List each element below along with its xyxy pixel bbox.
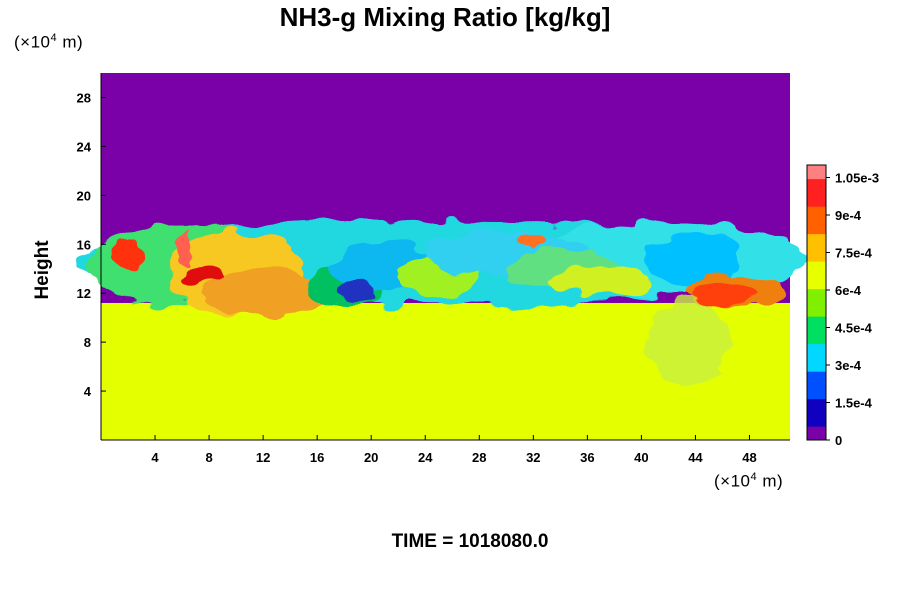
colorbar-band xyxy=(807,330,826,338)
colorbar-band xyxy=(807,213,826,221)
x-tick-label: 8 xyxy=(205,450,212,465)
colorbar-band xyxy=(807,247,826,255)
colorbar-band xyxy=(807,343,826,352)
x-tick-label: 44 xyxy=(688,450,703,465)
mixing-blob xyxy=(202,268,324,318)
colorbar-band xyxy=(807,288,826,297)
y-axis-unit: (×104 m) xyxy=(14,32,84,52)
mixing-blob xyxy=(179,232,193,267)
mixing-blob xyxy=(337,279,378,302)
chart-title: NH3-g Mixing Ratio [kg/kg] xyxy=(279,2,611,32)
colorbar-band xyxy=(807,316,826,324)
colorbar-band xyxy=(807,357,826,365)
x-tick-label: 12 xyxy=(256,450,270,465)
colorbar-band xyxy=(807,419,826,427)
y-tick-label: 28 xyxy=(77,90,91,105)
y-tick-label: 24 xyxy=(77,139,92,154)
colorbar-band xyxy=(807,226,826,235)
x-tick-label: 36 xyxy=(580,450,594,465)
colorbar-tick-label: 0 xyxy=(835,433,842,448)
y-tick-label: 12 xyxy=(77,286,91,301)
colorbar-band xyxy=(807,350,826,358)
colorbar-band xyxy=(807,371,826,379)
x-axis: 4 8 12 16 20 24 28 32 36 40 44 48 xyxy=(101,435,790,465)
colorbar-band xyxy=(807,268,826,276)
colorbar-tick-label: 7.5e-4 xyxy=(835,246,873,261)
colorbar-band xyxy=(807,254,826,262)
x-tick-label: 48 xyxy=(742,450,756,465)
colorbar-band xyxy=(807,178,826,187)
mixing-blob xyxy=(688,285,757,306)
y-tick-label: 4 xyxy=(84,384,92,399)
colorbar-band xyxy=(807,261,826,269)
colorbar-band xyxy=(807,364,826,372)
x-tick-label: 32 xyxy=(526,450,540,465)
x-tick-label: 20 xyxy=(364,450,378,465)
x-tick-label: 16 xyxy=(310,450,324,465)
colorbar-tick-label: 4.5e-4 xyxy=(835,321,873,336)
colorbar-band xyxy=(807,309,826,317)
colorbar: 0 1.5e-4 3e-4 4.5e-4 6e-4 7.5e-4 9e-4 1.05e-3 xyxy=(806,164,879,448)
mixing-blob xyxy=(519,234,547,250)
y-tick-label: 20 xyxy=(77,188,91,203)
colorbar-band xyxy=(807,398,826,407)
colorbar-band xyxy=(807,220,826,228)
x-tick-label: 24 xyxy=(418,450,433,465)
colorbar-band xyxy=(807,281,826,290)
colorbar-band xyxy=(807,206,826,214)
colorbar-band xyxy=(807,405,826,413)
x-tick-label: 28 xyxy=(472,450,486,465)
x-tick-label: 40 xyxy=(634,450,648,465)
colorbar-band xyxy=(807,323,826,331)
x-tick-label: 4 xyxy=(151,450,159,465)
colorbar-band xyxy=(807,233,826,242)
colorbar-band xyxy=(807,171,826,180)
colorbar-band xyxy=(807,192,826,200)
y-tick-label: 16 xyxy=(77,237,91,252)
colorbar-band xyxy=(807,426,826,434)
y-tick-label: 8 xyxy=(84,335,91,350)
colorbar-tick-label: 1.05e-3 xyxy=(835,171,879,186)
colorbar-band xyxy=(807,240,826,248)
colorbar-band xyxy=(807,295,826,303)
colorbar-tick-label: 3e-4 xyxy=(835,358,862,373)
colorbar-frame xyxy=(806,164,827,441)
y-axis: 4 8 12 16 20 24 28 xyxy=(77,73,106,440)
mixing-blob xyxy=(648,299,730,385)
colorbar-tick-label: 6e-4 xyxy=(835,283,862,298)
colorbar-band xyxy=(807,378,826,386)
x-axis-unit: (×104 m) xyxy=(714,471,784,491)
colorbar-band xyxy=(807,199,826,207)
colorbar-band xyxy=(807,165,826,173)
mixing-blob xyxy=(648,232,743,286)
colorbar-band xyxy=(807,275,826,283)
colorbar-band xyxy=(807,336,826,345)
mixing-blob xyxy=(182,267,223,283)
colorbar-band xyxy=(807,185,826,193)
mixing-blob xyxy=(546,266,655,296)
colorbar-band xyxy=(807,385,826,393)
colorbar-band xyxy=(807,391,826,400)
mixing-band xyxy=(73,221,804,385)
mixing-blob xyxy=(111,241,145,272)
time-label: TIME = 1018080.0 xyxy=(391,531,549,552)
plot-area xyxy=(73,73,804,440)
colorbar-tick-label: 1.5e-4 xyxy=(835,396,873,411)
colorbar-band xyxy=(807,433,826,441)
colorbar-band xyxy=(807,302,826,310)
colorbar-band xyxy=(807,412,826,420)
colorbar-tick-label: 9e-4 xyxy=(835,208,862,223)
